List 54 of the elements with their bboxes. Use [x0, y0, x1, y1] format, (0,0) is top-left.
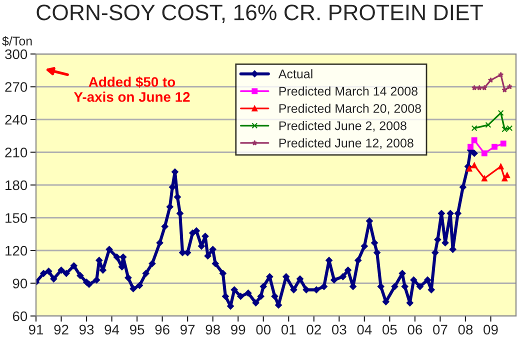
- x-tick-label: 09: [484, 324, 498, 335]
- x-tick-label: 05: [382, 324, 397, 335]
- x-tick-label: 91: [28, 324, 44, 335]
- point: [500, 140, 506, 146]
- legend-label: Predicted June 12, 2008: [279, 138, 414, 149]
- annotation: Added $50 to Y-axis on June 12: [74, 76, 190, 102]
- legend-label: Predicted March 20, 2008: [279, 104, 421, 114]
- x-tick-label: 03: [332, 324, 346, 335]
- x-tick-label: 93: [79, 324, 94, 335]
- x-tick-label: 04: [357, 324, 372, 335]
- x-tick-label: 96: [155, 324, 170, 335]
- x-tick-label: 00: [256, 324, 271, 335]
- point: [502, 87, 508, 93]
- y-tick-label: 210: [5, 148, 28, 158]
- point: [466, 166, 472, 172]
- point: [471, 125, 478, 132]
- point: [482, 84, 488, 90]
- point: [492, 144, 498, 150]
- x-tick-label: 02: [306, 324, 321, 335]
- x-tick-label: 07: [433, 324, 448, 335]
- point: [468, 144, 474, 150]
- legend-label: Predicted June 2, 2008: [279, 121, 406, 132]
- point: [471, 137, 478, 144]
- point: [481, 150, 488, 156]
- legend-label: Actual: [278, 69, 312, 78]
- legend-label: Predicted March 14 2008: [279, 86, 418, 96]
- x-tick-label: 98: [206, 324, 220, 335]
- y-axis-title: $/Ton: [2, 36, 32, 46]
- point: [488, 77, 494, 83]
- x-tick-label: 97: [180, 324, 195, 335]
- point: [506, 84, 513, 90]
- y-tick-label: 150: [6, 213, 28, 223]
- point: [498, 163, 504, 170]
- chart-title: CORN-SOY COST, 16% CR. PROTEIN DIET: [36, 4, 483, 23]
- point: [498, 110, 504, 116]
- y-tick-label: 120: [6, 246, 28, 256]
- x-tick-label: 08: [458, 324, 473, 335]
- point: [471, 84, 478, 90]
- point: [476, 84, 482, 90]
- x-tick-label: 01: [281, 324, 296, 335]
- x-tick-label: 06: [408, 324, 422, 335]
- x-tick-label: 94: [104, 324, 120, 335]
- y-tick-label: 180: [6, 180, 28, 190]
- x-tick-label: 92: [54, 324, 68, 335]
- y-tick-label: 60: [12, 311, 28, 322]
- y-tick-label: 300: [5, 49, 28, 60]
- y-tick-label: 240: [5, 114, 28, 125]
- point: [471, 162, 478, 168]
- y-tick-label: 90: [12, 278, 28, 288]
- point: [498, 72, 504, 78]
- y-tick-label: 270: [5, 82, 28, 92]
- point: [485, 122, 492, 128]
- x-tick-label: 99: [231, 324, 246, 335]
- x-tick-label: 95: [130, 324, 144, 335]
